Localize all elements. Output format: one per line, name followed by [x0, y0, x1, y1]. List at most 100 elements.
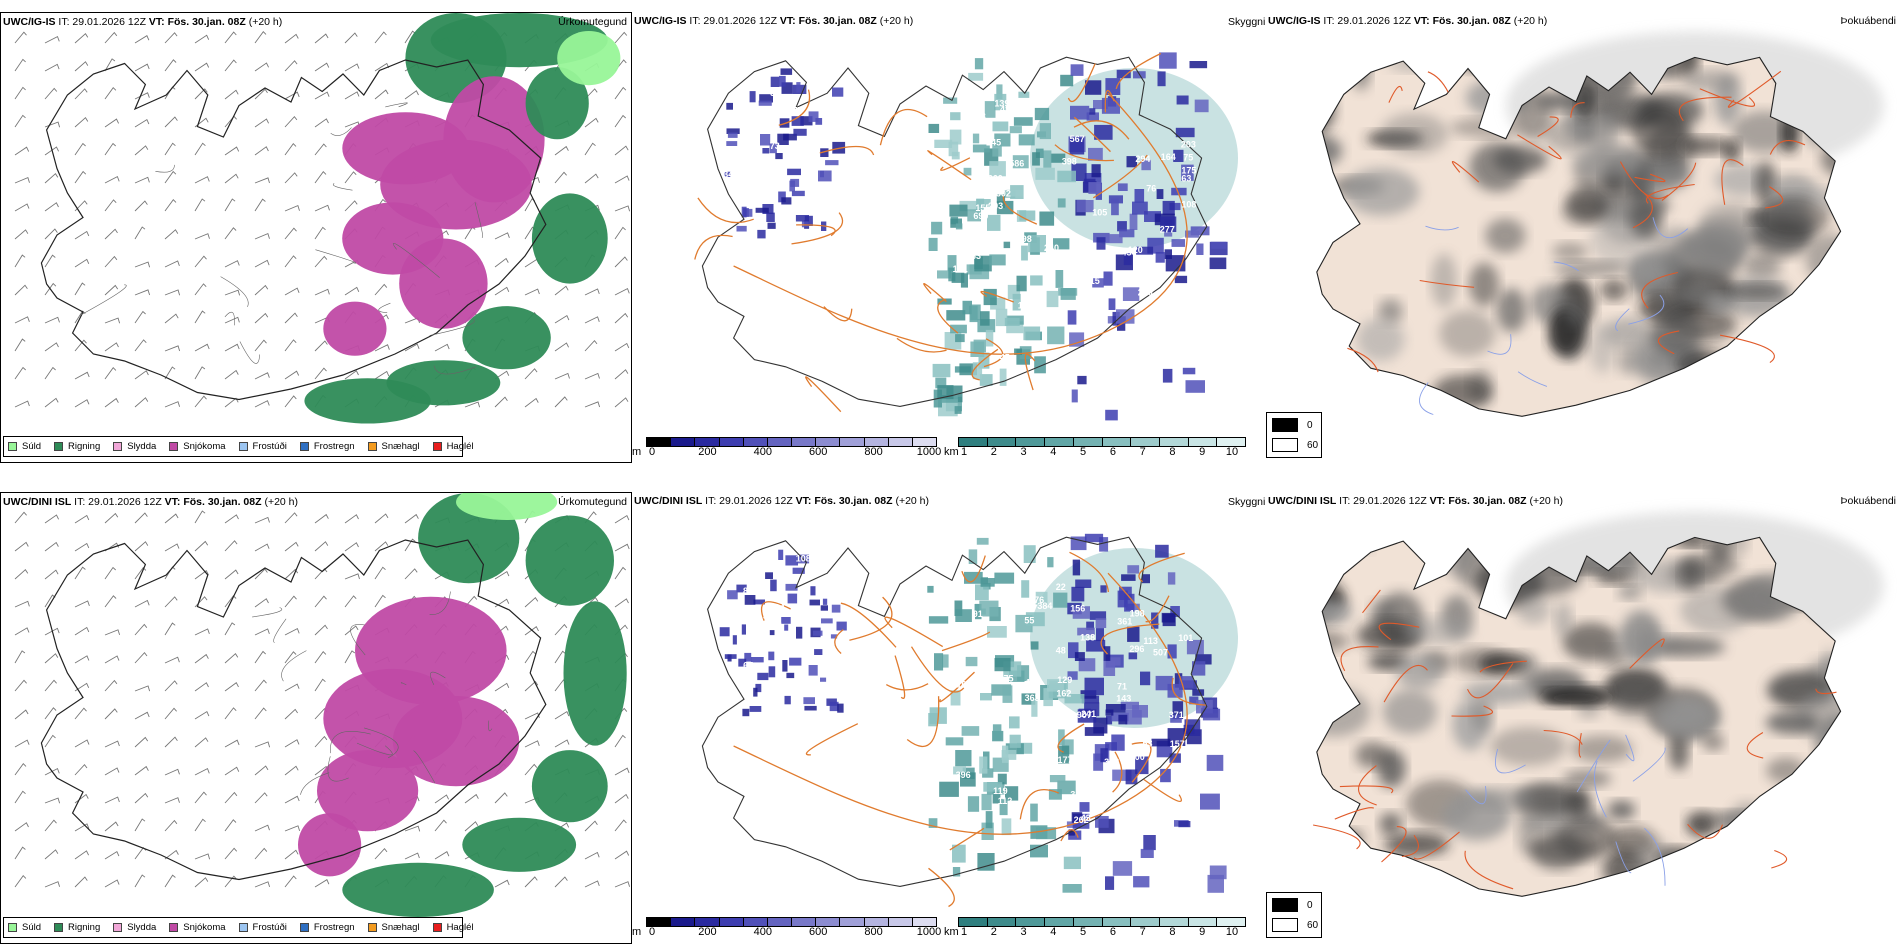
- legend-swatch: [8, 923, 17, 932]
- visibility-label: 71: [1117, 682, 1127, 692]
- legend-swatch: [367, 923, 377, 932]
- visibility-label: 70: [753, 579, 763, 589]
- visibility-label: 90: [782, 574, 792, 584]
- visibility-label: 210: [1138, 288, 1153, 298]
- visibility-label: 108: [796, 554, 811, 564]
- visibility-label: 203: [988, 201, 1003, 211]
- visibility-label: 262: [1074, 815, 1089, 825]
- visibility-label: 108: [1181, 200, 1196, 210]
- visibility-label: 241: [1081, 709, 1096, 719]
- fog-legend-label: 60: [1307, 439, 1319, 451]
- visibility-label: 300: [1130, 752, 1145, 762]
- visibility-label: 240: [1044, 243, 1059, 253]
- visibility-label: 215: [1085, 276, 1100, 286]
- visibility-label: 476: [1029, 595, 1044, 605]
- visibility-label: 507: [1153, 647, 1168, 657]
- visibility-label: 115: [1051, 714, 1066, 724]
- visibility-label: 81: [1007, 603, 1017, 613]
- panel-header: UWC/DINI ISL IT: 29.01.2026 12Z VT: Fös.…: [3, 496, 299, 508]
- visibility-label: 138: [1080, 633, 1095, 643]
- visibility-label: 361: [1117, 616, 1132, 626]
- colorbar-tick: 800: [864, 926, 883, 938]
- legend-label: Rigning: [68, 441, 101, 452]
- legend-swatch: [169, 442, 179, 451]
- precip-title: Úrkomutegund: [558, 496, 627, 508]
- precip-map: [14, 13, 631, 424]
- legend-item: Frostregn: [299, 441, 355, 452]
- visibility-label: 277: [1160, 224, 1175, 234]
- legend-item: Frostúði: [238, 922, 287, 933]
- colorbar-tick: 1: [960, 446, 968, 458]
- legend-swatch: [238, 442, 248, 451]
- coastline: [40, 59, 547, 401]
- visibility-label: 65: [767, 109, 777, 119]
- colorbar-tick: 10: [1225, 926, 1239, 938]
- panel-header: UWC/DINI ISL IT: 29.01.2026 12Z VT: Fös.…: [634, 495, 930, 507]
- fog-legend-swatch: [1272, 898, 1298, 912]
- colorbar-tick: 0: [648, 926, 656, 938]
- legend-swatch: [432, 923, 442, 932]
- visibility-label: 101: [1178, 633, 1193, 643]
- fog-panel-top: UWC/IG-IS IT: 29.01.2026 12Z VT: Fös. 30…: [1266, 12, 1900, 463]
- colorbar-tick: 600: [809, 446, 828, 458]
- visibility-label: 48: [1056, 646, 1066, 656]
- fog-legend-label: 0: [1307, 419, 1313, 431]
- visibility-label: 260: [988, 174, 1003, 184]
- visibility-label: 181: [953, 264, 968, 274]
- visibility-label: 155: [975, 203, 990, 213]
- colorbar-unit: km: [944, 446, 959, 458]
- legend-swatch: [113, 923, 123, 932]
- legend-label: Snæhagl: [381, 441, 420, 452]
- legend-item: Rigning: [54, 922, 100, 933]
- legend-swatch: [8, 442, 17, 451]
- visibility-label: 148: [1045, 256, 1060, 266]
- visibility-title: Skyggni: [1228, 496, 1266, 508]
- visibility-label: 398: [1062, 157, 1077, 167]
- colorbar-tick: 400: [753, 926, 772, 938]
- legend-swatch: [169, 923, 179, 932]
- roads: [1313, 589, 1837, 890]
- precip-map: [14, 493, 631, 917]
- visibility-label: 363: [1025, 693, 1040, 703]
- legend-swatch: [238, 923, 248, 932]
- visibility-label: 130: [733, 167, 748, 177]
- colorbar-ramp: [646, 917, 937, 927]
- visibility-label: 198: [1130, 609, 1145, 619]
- legend-item: Snæhagl: [367, 441, 420, 452]
- visibility-label: 371: [1169, 710, 1184, 720]
- panel-header: UWC/IG-IS IT: 29.01.2026 12Z VT: Fös. 30…: [1268, 15, 1548, 27]
- visibility-panel-bottom: UWC/DINI ISL IT: 29.01.2026 12Z VT: Fös.…: [632, 492, 1266, 944]
- visibility-label: 75: [1004, 673, 1014, 683]
- visibility-label: 510: [976, 117, 991, 127]
- visibility-label: 245: [986, 138, 1001, 148]
- visibility-label: 112: [743, 168, 758, 178]
- visibility-label: 53: [1143, 738, 1153, 748]
- coastline: [701, 536, 1208, 887]
- fog-legend-label: 60: [1307, 919, 1319, 931]
- colorbar-tick: 800: [864, 446, 883, 458]
- legend-swatch: [432, 442, 442, 451]
- legend-item: Haglél: [432, 441, 474, 452]
- legend-item: Haglél: [432, 922, 474, 933]
- legend-swatch: [54, 923, 64, 932]
- visibility-label: 156: [962, 234, 977, 244]
- fog-legend-row: 0: [1272, 418, 1313, 432]
- visibility-label: 22: [1056, 582, 1066, 592]
- legend-label: Frostúði: [252, 922, 287, 933]
- visibility-label: 338: [1070, 790, 1085, 800]
- fog-legend-label: 0: [1307, 899, 1313, 911]
- visibility-label: 112: [998, 796, 1013, 806]
- visibility-map: 83 83 62 90 67 70 108 94 101 113 22 115 119 439 272 157…: [701, 533, 1238, 908]
- visibility-label: 120: [1128, 245, 1143, 255]
- fog-map: [1316, 31, 1884, 417]
- visibility-labels: 83 83 62 90 67 70 108 94 101 113 22 115 119 439 272 157…: [743, 554, 1193, 825]
- colorbar-tick: 6: [1109, 926, 1116, 938]
- roads: [694, 52, 1188, 413]
- roads: [733, 551, 1206, 908]
- colorbar-tick: 600: [809, 926, 828, 938]
- visibility-label: 272: [1044, 805, 1059, 815]
- colorbar-unit: m: [632, 926, 642, 938]
- fog-legend-row: 0: [1272, 898, 1313, 912]
- visibility-label: 219: [953, 710, 968, 720]
- visibility-label: 43: [1081, 813, 1091, 823]
